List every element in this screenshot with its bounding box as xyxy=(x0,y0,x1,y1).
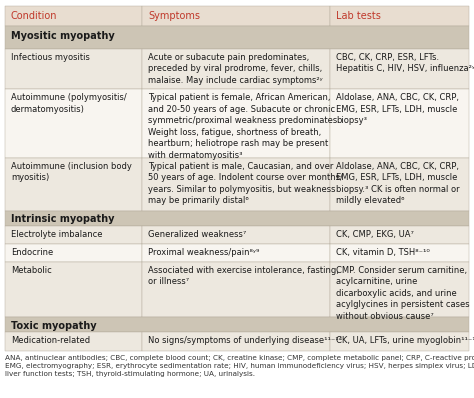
Text: CK, UA, LFTs, urine myoglobin¹¹⁻¹⁵: CK, UA, LFTs, urine myoglobin¹¹⁻¹⁵ xyxy=(336,336,474,345)
Bar xyxy=(5,89,142,158)
Bar xyxy=(5,158,142,211)
Bar xyxy=(330,49,469,89)
Text: Endocrine: Endocrine xyxy=(11,248,53,257)
Text: CK, CMP, EKG, UA⁷: CK, CMP, EKG, UA⁷ xyxy=(336,230,414,239)
Text: Intrinsic myopathy: Intrinsic myopathy xyxy=(11,215,115,224)
Bar xyxy=(142,89,330,158)
Bar xyxy=(142,262,330,317)
Bar xyxy=(5,26,469,49)
Bar xyxy=(142,332,330,351)
Text: Electrolyte imbalance: Electrolyte imbalance xyxy=(11,230,102,239)
Bar xyxy=(142,158,330,211)
Bar xyxy=(5,226,142,244)
Text: Symptoms: Symptoms xyxy=(148,11,200,21)
Text: CK, vitamin D, TSH⁸⁻¹⁰: CK, vitamin D, TSH⁸⁻¹⁰ xyxy=(336,248,429,257)
Text: Autoimmune (polymyositis/
dermatomyositis): Autoimmune (polymyositis/ dermatomyositi… xyxy=(11,93,127,114)
Bar xyxy=(330,158,469,211)
Text: Acute or subacute pain predominates,
preceded by viral prodrome, fever, chills,
: Acute or subacute pain predominates, pre… xyxy=(148,53,323,84)
Text: Proximal weakness/pain⁸ʸ⁹: Proximal weakness/pain⁸ʸ⁹ xyxy=(148,248,259,257)
Bar xyxy=(142,6,330,26)
Text: Myositic myopathy: Myositic myopathy xyxy=(11,31,115,41)
Text: CMP. Consider serum carnitine,
acylcarnitine, urine
dicarboxylic acids, and urin: CMP. Consider serum carnitine, acylcarni… xyxy=(336,266,469,320)
Text: Typical patient is female, African American,
and 20-50 years of age. Subacute or: Typical patient is female, African Ameri… xyxy=(148,93,340,160)
Bar xyxy=(330,226,469,244)
Bar xyxy=(330,262,469,317)
Text: No signs/symptoms of underlying disease¹¹⁻¹⁴: No signs/symptoms of underlying disease¹… xyxy=(148,336,342,345)
Bar xyxy=(330,6,469,26)
Bar xyxy=(330,332,469,351)
Text: Generalized weakness⁷: Generalized weakness⁷ xyxy=(148,230,246,239)
Bar xyxy=(5,211,469,226)
Text: Lab tests: Lab tests xyxy=(336,11,381,21)
Text: Infectious myositis: Infectious myositis xyxy=(11,53,90,62)
Text: Medication-related: Medication-related xyxy=(11,336,90,345)
Text: Typical patient is male, Caucasian, and over
50 years of age. Indolent course ov: Typical patient is male, Caucasian, and … xyxy=(148,162,343,205)
Text: Aldolase, ANA, CBC, CK, CRP,
EMG, ESR, LFTs, LDH, muscle
biopsy.³ CK is often no: Aldolase, ANA, CBC, CK, CRP, EMG, ESR, L… xyxy=(336,162,459,205)
Text: Aldolase, ANA, CBC, CK, CRP,
EMG, ESR, LFTs, LDH, muscle
biopsy³: Aldolase, ANA, CBC, CK, CRP, EMG, ESR, L… xyxy=(336,93,459,125)
Text: CBC, CK, CRP, ESR, LFTs.
Hepatitis C, HIV, HSV, influenza²ʸ: CBC, CK, CRP, ESR, LFTs. Hepatitis C, HI… xyxy=(336,53,474,73)
Text: Toxic myopathy: Toxic myopathy xyxy=(11,320,97,331)
Bar xyxy=(142,226,330,244)
Text: Condition: Condition xyxy=(11,11,57,21)
Text: ANA, antinuclear antibodies; CBC, complete blood count; CK, creatine kinase; CMP: ANA, antinuclear antibodies; CBC, comple… xyxy=(5,355,474,377)
Bar xyxy=(142,244,330,262)
Bar xyxy=(5,6,142,26)
Bar xyxy=(330,244,469,262)
Text: Metabolic: Metabolic xyxy=(11,266,52,275)
Bar xyxy=(5,332,142,351)
Bar xyxy=(142,49,330,89)
Bar xyxy=(5,49,142,89)
Bar xyxy=(330,89,469,158)
Text: Autoimmune (inclusion body
myositis): Autoimmune (inclusion body myositis) xyxy=(11,162,132,182)
Bar xyxy=(5,244,142,262)
Bar xyxy=(5,262,142,317)
Bar xyxy=(5,317,469,332)
Text: Associated with exercise intolerance, fasting,
or illness⁷: Associated with exercise intolerance, fa… xyxy=(148,266,339,286)
